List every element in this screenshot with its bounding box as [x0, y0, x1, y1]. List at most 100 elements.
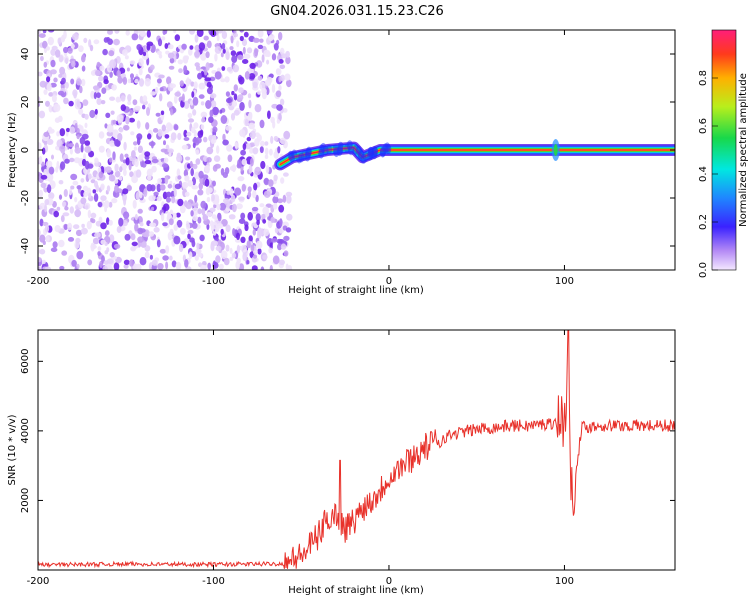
- noise-speckle: [203, 35, 209, 41]
- noise-speckle: [203, 136, 208, 143]
- noise-speckle: [135, 191, 140, 201]
- noise-speckle: [206, 81, 212, 88]
- noise-speckle: [198, 42, 206, 51]
- noise-speckle: [156, 195, 162, 202]
- noise-speckle: [133, 146, 137, 151]
- noise-speckle: [169, 83, 176, 89]
- noise-speckle: [111, 198, 118, 204]
- noise-speckle: [72, 180, 79, 186]
- carrier-burst: [384, 142, 391, 153]
- noise-speckle: [48, 105, 53, 113]
- noise-speckle: [94, 108, 98, 115]
- noise-speckle: [260, 160, 266, 170]
- snr-x-label: Height of straight line (km): [288, 585, 424, 596]
- noise-speckle: [177, 132, 182, 141]
- noise-speckle: [232, 64, 240, 73]
- noise-speckle: [252, 81, 258, 89]
- noise-speckle: [84, 122, 88, 128]
- noise-speckle: [220, 115, 228, 124]
- noise-speckle: [113, 243, 121, 249]
- noise-speckle: [44, 224, 50, 233]
- noise-speckle: [204, 77, 212, 82]
- noise-speckle: [97, 251, 101, 256]
- noise-speckle: [194, 255, 199, 261]
- noise-speckle: [76, 185, 82, 190]
- noise-speckle: [176, 154, 183, 163]
- noise-speckle: [163, 140, 166, 146]
- noise-speckle: [265, 211, 270, 218]
- noise-speckle: [200, 124, 205, 130]
- noise-speckle: [38, 142, 42, 150]
- noise-speckle: [184, 259, 189, 268]
- noise-speckle: [189, 237, 195, 243]
- noise-speckle: [232, 228, 236, 236]
- noise-speckle: [38, 228, 41, 238]
- noise-speckle: [279, 218, 283, 227]
- noise-speckle: [69, 188, 73, 196]
- noise-speckle: [173, 124, 179, 131]
- noise-speckle: [124, 55, 129, 60]
- noise-speckle: [131, 246, 135, 252]
- noise-speckle: [256, 219, 260, 226]
- noise-speckle: [125, 157, 130, 166]
- noise-speckle: [61, 77, 66, 85]
- noise-speckle: [176, 219, 183, 228]
- noise-speckle: [78, 45, 84, 53]
- noise-speckle: [156, 50, 162, 56]
- noise-speckle: [103, 260, 109, 265]
- noise-speckle: [92, 85, 100, 91]
- noise-speckle: [180, 227, 186, 235]
- noise-speckle: [39, 218, 44, 227]
- noise-speckle: [169, 255, 173, 261]
- noise-speckle: [190, 210, 194, 217]
- noise-speckle: [44, 204, 48, 213]
- carrier-burst: [352, 144, 359, 155]
- noise-speckle: [142, 51, 147, 57]
- snr-x-ticks: -200 -100 0 100: [27, 330, 574, 587]
- noise-speckle: [153, 191, 159, 196]
- noise-speckle: [221, 66, 226, 71]
- noise-speckle: [182, 181, 189, 189]
- noise-speckle: [65, 127, 71, 133]
- carrier-burst: [346, 140, 353, 151]
- noise-speckle: [220, 52, 224, 58]
- noise-speckle: [245, 143, 251, 150]
- noise-speckle: [52, 201, 57, 208]
- noise-speckle: [230, 50, 237, 57]
- noise-speckle: [48, 166, 55, 175]
- noise-speckle: [51, 45, 58, 51]
- noise-speckle: [198, 252, 203, 258]
- noise-speckle: [88, 39, 92, 48]
- noise-speckle: [157, 129, 163, 137]
- noise-speckle: [38, 33, 46, 38]
- noise-speckle: [273, 202, 278, 210]
- noise-speckle: [175, 261, 182, 270]
- noise-speckle: [263, 177, 270, 186]
- noise-speckle: [98, 131, 105, 139]
- noise-speckle: [137, 145, 143, 154]
- noise-speckle: [214, 46, 222, 54]
- noise-speckle: [132, 263, 138, 270]
- noise-speckle: [50, 247, 58, 253]
- noise-speckle: [225, 51, 230, 61]
- noise-speckle: [194, 44, 200, 52]
- noise-speckle: [120, 104, 127, 112]
- noise-speckle: [248, 122, 256, 130]
- noise-speckle: [189, 160, 193, 168]
- noise-speckle: [283, 172, 289, 177]
- noise-speckle: [181, 144, 189, 150]
- noise-speckle: [150, 206, 155, 211]
- noise-speckle: [196, 242, 200, 250]
- noise-speckle: [149, 222, 157, 228]
- noise-speckle: [242, 143, 247, 151]
- noise-speckle: [84, 113, 89, 120]
- noise-speckle: [175, 212, 181, 218]
- noise-speckle: [106, 217, 110, 225]
- noise-speckle: [63, 189, 68, 197]
- noise-speckle: [233, 33, 238, 38]
- noise-speckle: [211, 214, 217, 219]
- noise-speckle: [286, 194, 292, 204]
- noise-speckle: [99, 65, 105, 71]
- noise-speckle: [103, 79, 109, 85]
